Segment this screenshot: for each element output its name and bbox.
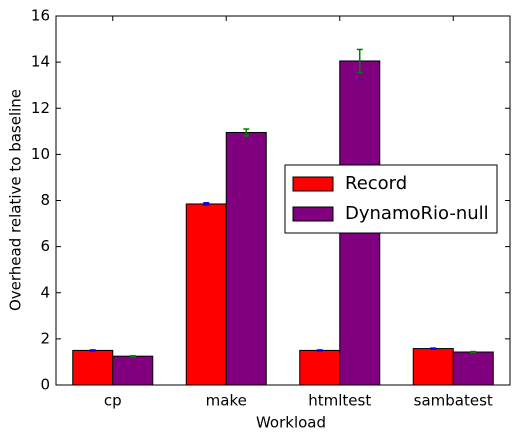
y-tick-label: 10 [31, 145, 50, 163]
plot-frame [55, 15, 511, 386]
y-tick-label: 0 [40, 376, 50, 394]
x-tick-label: htmltest [308, 392, 371, 410]
y-tick-label: 14 [31, 53, 50, 71]
error-bar [89, 349, 96, 352]
x-tick-label: cp [104, 392, 122, 410]
y-axis-label: Overhead relative to baseline [7, 89, 25, 311]
legend-swatch [292, 206, 334, 222]
error-bar [470, 350, 477, 354]
bar [452, 351, 494, 386]
error-bar [243, 128, 250, 137]
y-tick-label: 8 [40, 191, 50, 209]
bar [412, 348, 454, 386]
legend-label: DynamoRio-null [345, 203, 489, 224]
x-axis-label: Workload [256, 414, 326, 432]
legend-swatch [292, 176, 334, 192]
bar [72, 349, 114, 386]
y-tick-label: 12 [31, 99, 50, 117]
error-bar [430, 347, 437, 350]
bar [112, 355, 154, 386]
x-tick-label: sambatest [414, 392, 493, 410]
y-tick-label: 2 [40, 329, 50, 347]
legend-label: Record [345, 173, 407, 194]
y-tick-label: 4 [40, 283, 50, 301]
bar [225, 131, 267, 386]
legend [284, 164, 498, 234]
bar [299, 349, 341, 386]
error-bar [316, 349, 323, 352]
x-tick-label: make [206, 392, 247, 410]
error-bar [356, 48, 363, 74]
error-bar [203, 202, 210, 206]
bar [185, 203, 227, 386]
error-bar [129, 354, 136, 358]
y-tick-label: 6 [40, 237, 50, 255]
y-tick-label: 16 [31, 7, 50, 25]
